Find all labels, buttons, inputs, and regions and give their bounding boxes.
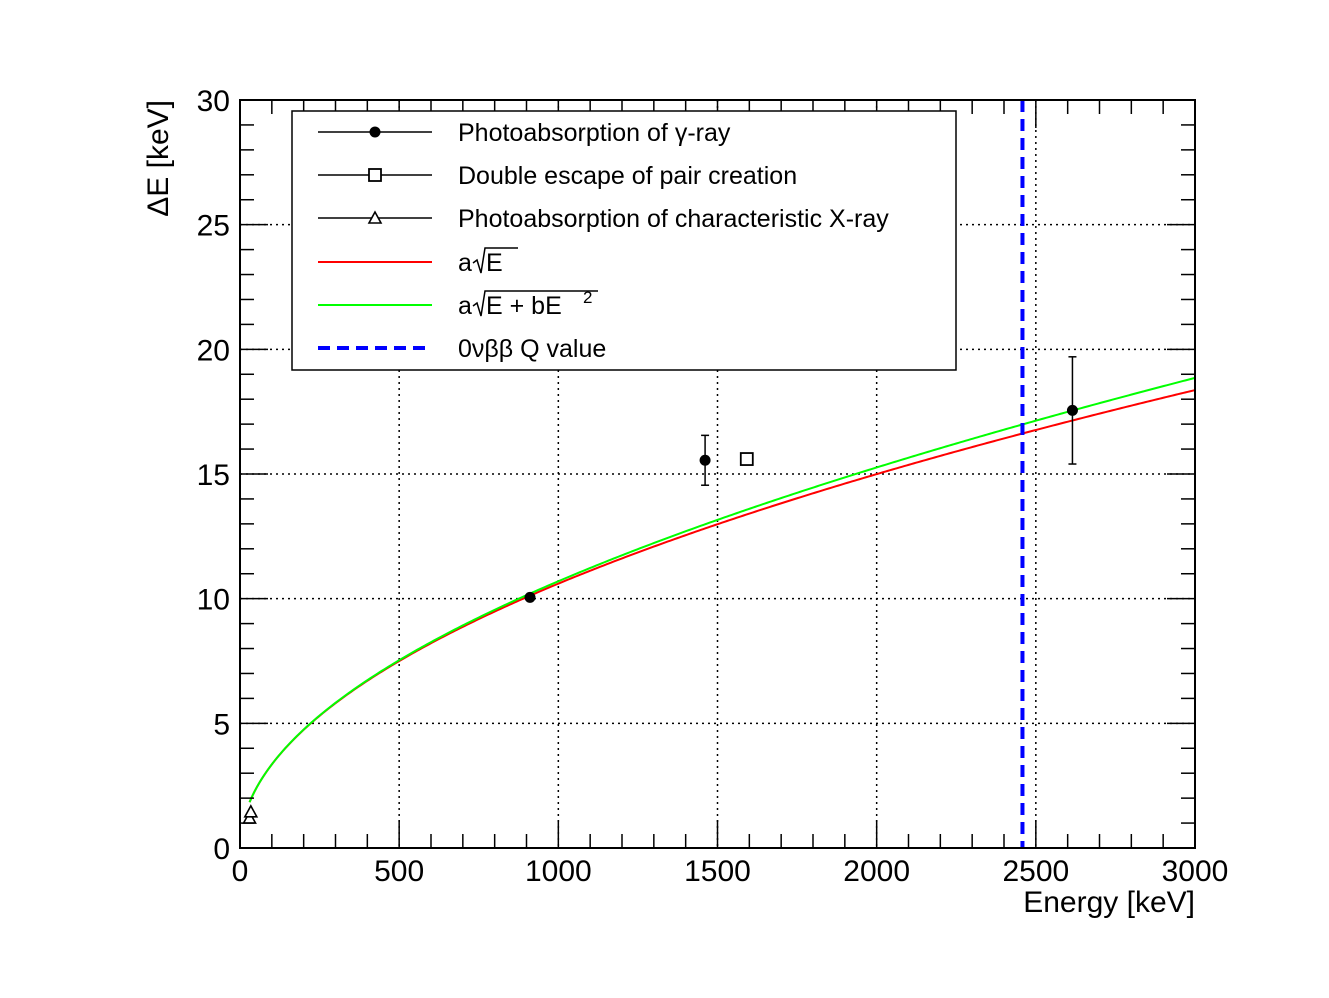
- y-tick-label: 20: [197, 334, 230, 367]
- x-tick-label: 500: [374, 855, 424, 888]
- fit-curve: [248, 376, 1196, 803]
- y-tick-label: 25: [197, 210, 230, 243]
- x-tick-label: 2000: [843, 855, 910, 888]
- y-axis-title: ΔE [keV]: [142, 100, 175, 217]
- x-tick-label: 0: [232, 855, 249, 888]
- x-tick-label: 1000: [525, 855, 592, 888]
- legend-marker-triangle: [367, 210, 383, 224]
- legend-label-fit-sup: 2: [583, 288, 592, 307]
- legend-label: Photoabsorption of γ-ray: [458, 119, 731, 147]
- x-tick-label: 1500: [684, 855, 751, 888]
- data-point-gamma: [524, 591, 536, 603]
- legend-label-fit-root: E + bE: [486, 292, 562, 320]
- y-tick-label: 30: [197, 85, 230, 118]
- y-tick-label: 10: [197, 584, 230, 617]
- data-point-gamma: [699, 454, 711, 466]
- y-tick-label: 0: [213, 833, 230, 866]
- legend-marker-circle: [369, 126, 381, 138]
- legend-label: 0νββ Q value: [458, 335, 606, 363]
- tick-labels: 0 500 1000 1500 2000 2500 3000 0 5 10 15 20 25 30: [197, 85, 1229, 888]
- legend: Photoabsorption of γ-ray Double escape of…: [291, 110, 957, 371]
- legend-sqrt-sign: [472, 290, 598, 317]
- legend-label-fit: a E + bE 2: [458, 288, 598, 320]
- legend-sqrt-sign: [472, 247, 518, 274]
- data-point-xray: [243, 804, 259, 818]
- y-tick-label: 5: [213, 708, 230, 741]
- legend-box: [291, 110, 957, 371]
- data-points: [242, 356, 1078, 824]
- legend-label-fit-coef: a: [458, 292, 472, 320]
- x-tick-label: 2500: [1002, 855, 1069, 888]
- data-point-double-escape: [739, 452, 754, 466]
- legend-marker-square: [368, 168, 382, 182]
- x-tick-label: 3000: [1162, 855, 1229, 888]
- y-tick-label: 15: [197, 459, 230, 492]
- data-point-gamma: [1066, 404, 1078, 416]
- legend-label-fit-root: E: [486, 249, 503, 277]
- x-axis-title: Energy [keV]: [1023, 886, 1195, 919]
- fit-curves: [248, 376, 1196, 803]
- legend-label-fit-coef: a: [458, 249, 472, 277]
- legend-label: Photoabsorption of characteristic X-ray: [458, 205, 889, 233]
- legend-label: Double escape of pair creation: [458, 162, 797, 190]
